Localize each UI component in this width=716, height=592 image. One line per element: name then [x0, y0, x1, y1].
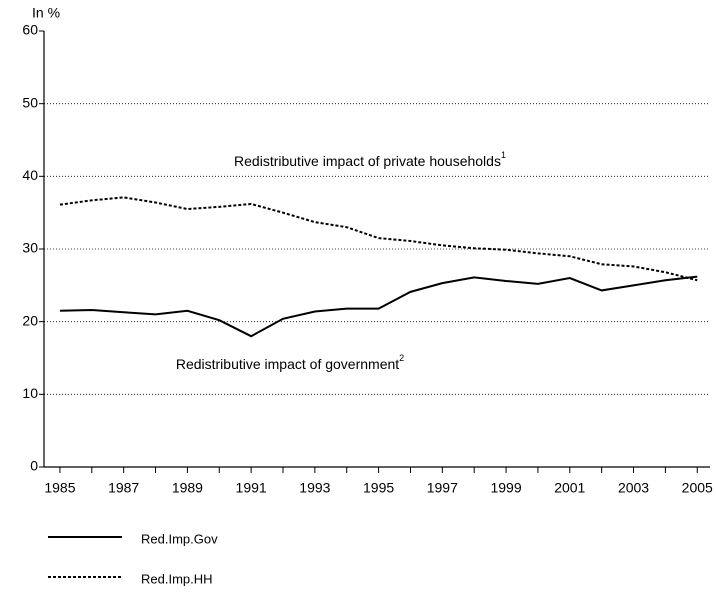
x-tick-label: 2003 [618, 480, 649, 496]
y-tick-label: 10 [22, 385, 38, 401]
annotation: Redistributive impact of private househo… [234, 150, 506, 168]
x-tick-label: 1999 [490, 480, 521, 496]
y-axis-label: In % [32, 5, 60, 21]
x-tick-label: 2005 [682, 480, 713, 496]
x-tick-label: 1997 [427, 480, 458, 496]
annotation: Redistributive impact of government2 [176, 353, 404, 371]
y-tick-label: 0 [30, 458, 38, 474]
x-tick-label: 1995 [363, 480, 394, 496]
y-tick-label: 30 [22, 240, 38, 256]
x-tick-label: 1987 [108, 480, 139, 496]
legend-label: Red.Imp.Gov [141, 531, 218, 546]
annotation-text: Redistributive impact of government [176, 356, 399, 372]
annotation-sup: 1 [501, 150, 506, 160]
x-tick-label: 1985 [44, 480, 75, 496]
legend-label: Red.Imp.HH [141, 571, 213, 586]
x-tick-label: 2001 [554, 480, 585, 496]
annotation-text: Redistributive impact of private househo… [234, 153, 501, 169]
y-tick-label: 40 [22, 167, 38, 183]
y-tick-label: 20 [22, 312, 38, 328]
series-line [59, 275, 698, 338]
y-tick-label: 50 [22, 94, 38, 110]
series-line [59, 196, 698, 282]
x-tick-label: 1991 [236, 480, 267, 496]
x-tick-label: 1989 [172, 480, 203, 496]
annotation-sup: 2 [399, 353, 404, 363]
y-tick-label: 60 [22, 22, 38, 38]
x-tick-label: 1993 [299, 480, 330, 496]
